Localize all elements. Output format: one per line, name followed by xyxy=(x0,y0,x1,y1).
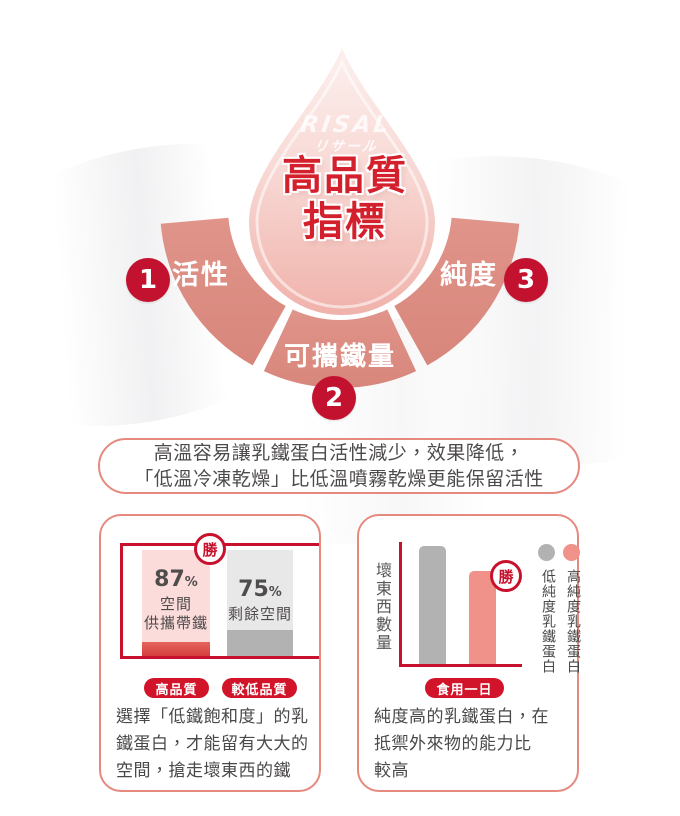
ring-label-purity: 純度 xyxy=(440,260,498,291)
win-badge: 勝 xyxy=(194,533,226,565)
ring-label-iron: 可攜鐵量 xyxy=(283,342,396,372)
bar-value: 75 xyxy=(238,577,269,602)
card-purity: 壞東西數量 勝 低純度乳鐵蛋白 高純度乳鐵蛋白 食用一日 純度高的乳鐵蛋白，在 … xyxy=(357,514,581,792)
quality-bar: 75% 剩餘空間 xyxy=(227,550,293,656)
description-line: 較高 xyxy=(374,761,409,781)
legend-dot xyxy=(563,544,580,561)
left-card-description: 選擇「低鐵飽和度」的乳 鐵蛋白，才能留有大大的 空間，搶走壞東西的鐵 xyxy=(116,704,312,785)
legend-label-high-purity: 高純度乳鐵蛋白 xyxy=(565,569,581,674)
bar-main-segment xyxy=(227,550,293,630)
bar-annotation: 75% 剩餘空間 xyxy=(227,550,293,656)
description-line: 抵禦外來物的能力比 xyxy=(374,734,532,754)
legend-label-low-purity: 低純度乳鐵蛋白 xyxy=(540,569,556,674)
description-line: 選擇「低鐵飽和度」的乳 xyxy=(116,707,309,727)
right-chart-frame xyxy=(399,542,522,667)
pill-one-day: 食用一日 xyxy=(425,678,504,698)
ring-segment-iron xyxy=(263,309,417,388)
card-iron-saturation: 87% 空間 供攜帶鐵 75% 剩餘空間 勝 高品質 較低品質 選擇「低鐵飽和度… xyxy=(99,514,321,792)
y-axis-label: 壞東西數量 xyxy=(373,562,392,652)
pill-high-quality: 高品質 xyxy=(144,678,209,698)
number-badge-3: 3 xyxy=(504,258,548,302)
ring-segment-purity xyxy=(394,217,520,366)
win-badge: 勝 xyxy=(490,560,522,592)
bar-sub-label: 供攜帶鐵 xyxy=(143,614,208,632)
number-badge-2: 2 xyxy=(312,376,356,420)
bar-main-segment xyxy=(142,550,210,643)
hero-title-line2: 指標 xyxy=(303,199,387,245)
legend-dot xyxy=(538,544,555,561)
quality-bar: 87% 空間 供攜帶鐵 xyxy=(142,550,210,656)
info-line-1: 高溫容易讓乳鐵蛋白活性減少，效果降低， xyxy=(153,442,525,464)
bar-sub-label: 剩餘空間 xyxy=(227,605,292,623)
bar-base-segment xyxy=(142,642,210,656)
bar-value: 87 xyxy=(154,567,185,592)
ring-segment-activity xyxy=(160,217,286,366)
hero-title-line1: 高品質 xyxy=(282,153,408,199)
hero-graphic xyxy=(160,48,520,388)
percent-sign: % xyxy=(184,575,198,590)
purity-bar xyxy=(469,571,496,664)
water-drop-highlight xyxy=(255,58,429,309)
bar-base-segment xyxy=(227,629,293,656)
right-card-description: 純度高的乳鐵蛋白，在 抵禦外來物的能力比 較高 xyxy=(374,704,570,785)
purity-bar xyxy=(419,545,446,664)
left-chart-frame: 87% 空間 供攜帶鐵 75% 剩餘空間 xyxy=(120,543,319,659)
water-drop-shape xyxy=(248,48,436,316)
info-line-2: 「低溫冷凍乾燥」比低溫噴霧乾燥更能保留活性 xyxy=(134,468,544,490)
number-badge-1: 1 xyxy=(126,258,170,302)
bar-annotation: 87% 空間 供攜帶鐵 xyxy=(142,550,210,656)
description-line: 鐵蛋白，才能留有大大的 xyxy=(116,734,309,754)
info-box: 高溫容易讓乳鐵蛋白活性減少，效果降低， 「低溫冷凍乾燥」比低溫噴霧乾燥更能保留活… xyxy=(98,438,580,494)
description-line: 空間，搶走壞東西的鐵 xyxy=(116,761,291,781)
ring-label-activity: 活性 xyxy=(172,260,230,291)
pill-lower-quality: 較低品質 xyxy=(222,678,297,698)
bar-sub-label: 空間 xyxy=(159,595,192,613)
percent-sign: % xyxy=(268,585,282,600)
brand-watermark: RISAL xyxy=(299,112,393,138)
description-line: 純度高的乳鐵蛋白，在 xyxy=(374,707,549,727)
